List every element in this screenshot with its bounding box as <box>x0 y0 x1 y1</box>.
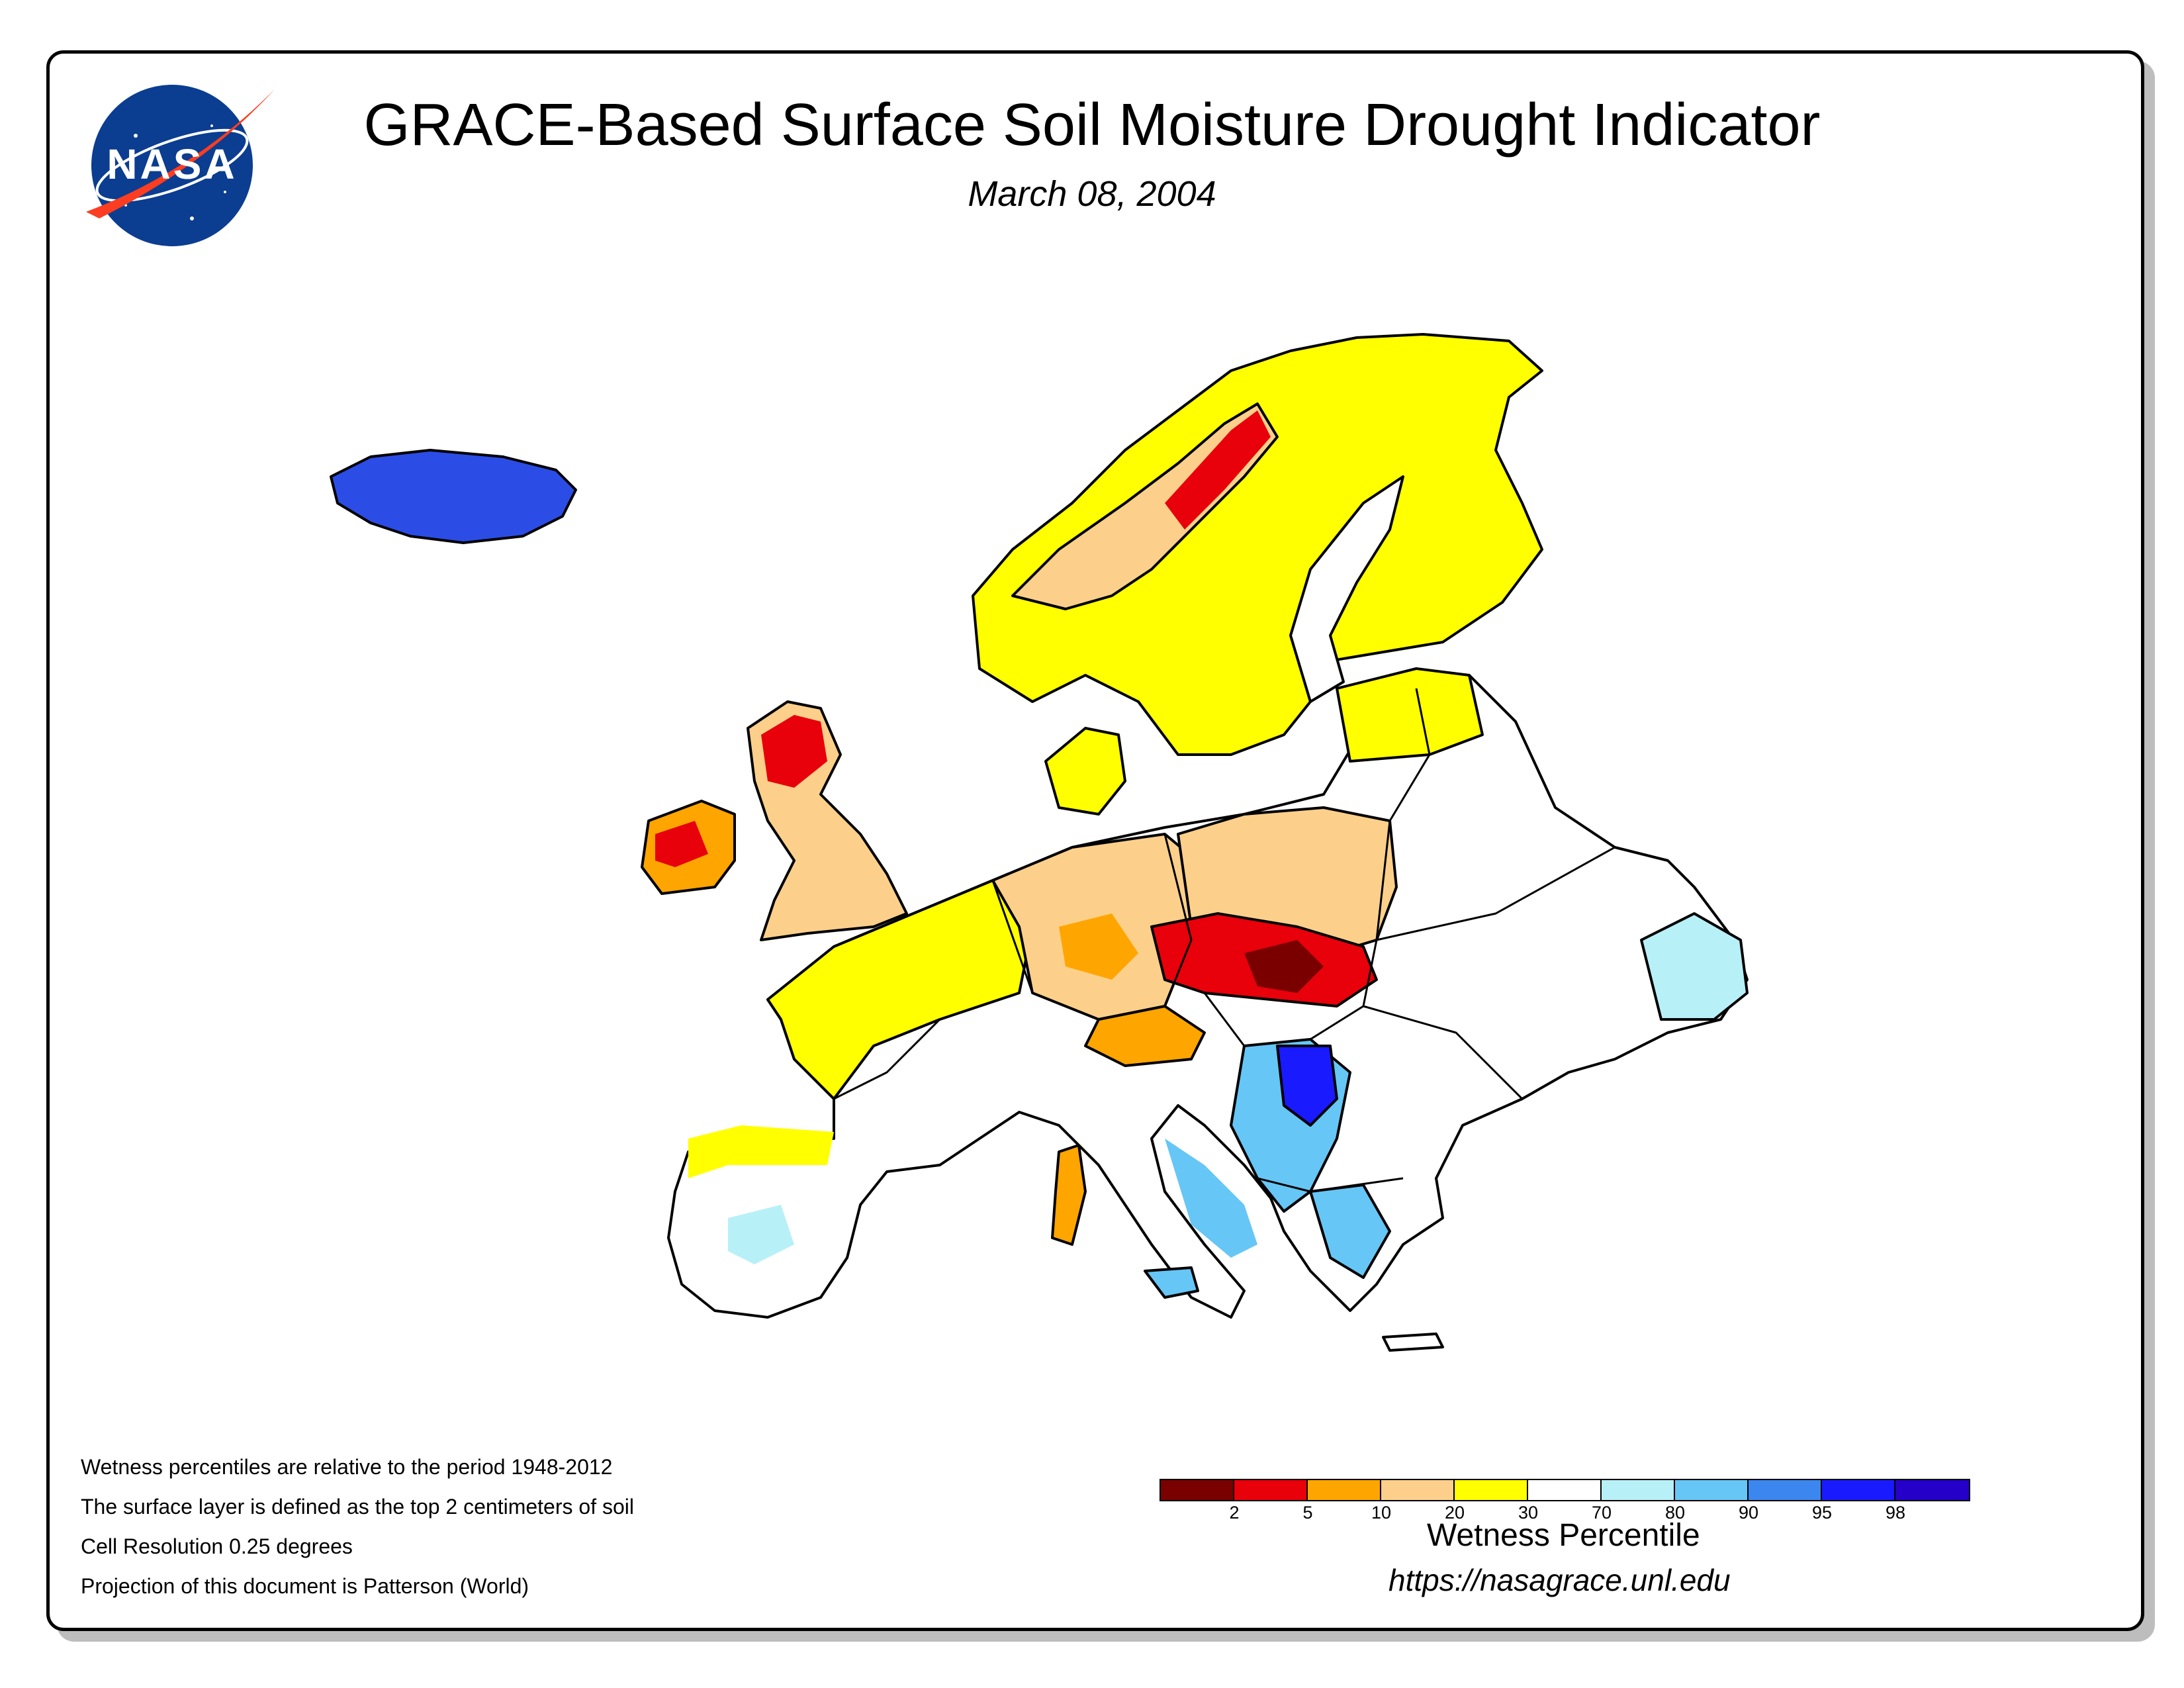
source-url[interactable]: https://nasagrace.unl.edu <box>1388 1563 1731 1597</box>
crete <box>1382 1333 1444 1352</box>
legend-swatch <box>1161 1480 1234 1500</box>
scotland-drought <box>761 715 827 788</box>
legend-swatch <box>1528 1480 1602 1500</box>
legend-tick-label: 10 <box>1371 1503 1392 1523</box>
note-period: Wetness percentiles are relative to the … <box>81 1455 613 1479</box>
legend-tick-label: 90 <box>1738 1503 1759 1523</box>
slovakia-extreme <box>1244 940 1324 993</box>
serbia-extreme-wet <box>1276 1045 1338 1127</box>
note-surface-layer: The surface layer is defined as the top … <box>81 1495 634 1519</box>
nasa-logo-text: NASA <box>107 140 237 188</box>
note-resolution: Cell Resolution 0.25 degrees <box>81 1534 353 1558</box>
legend-tick-label: 70 <box>1591 1503 1612 1523</box>
legend-swatch <box>1895 1480 1969 1500</box>
note-projection: Projection of this document is Patterson… <box>81 1574 529 1598</box>
italy-wet <box>1165 1139 1257 1258</box>
map-title: GRACE-Based Surface Soil Moisture Drough… <box>363 92 1821 158</box>
legend-tick-label: 95 <box>1811 1503 1833 1523</box>
map-date: March 08, 2004 <box>968 174 1216 214</box>
denmark <box>1044 727 1126 816</box>
france-dry <box>766 879 1034 1100</box>
ukraine-wet <box>1640 912 1749 1021</box>
nasa-logo: NASA <box>86 85 275 246</box>
norway-severe-drought <box>1165 410 1271 530</box>
legend-title: Wetness Percentile <box>1427 1518 1700 1553</box>
legend-swatch <box>1675 1480 1749 1500</box>
ireland-severe <box>655 821 708 867</box>
baltics-dry <box>1336 667 1484 763</box>
legend-tick-label: 98 <box>1885 1503 1906 1523</box>
legend-tick-label: 2 <box>1229 1503 1240 1523</box>
scandinavia <box>972 333 1543 756</box>
legend-swatch <box>1822 1480 1895 1500</box>
legend-tick-label: 80 <box>1664 1503 1686 1523</box>
country-borders <box>833 688 1615 1193</box>
baltic-sea <box>1289 475 1404 703</box>
map-frame <box>46 50 2144 1631</box>
iceland <box>330 449 577 544</box>
corsica-sardinia <box>1051 1144 1087 1246</box>
legend-color-bar <box>1160 1479 1970 1501</box>
legend-swatch <box>1749 1480 1822 1500</box>
legend-swatch <box>1602 1480 1675 1500</box>
sicily <box>1144 1266 1199 1299</box>
legend-swatch <box>1234 1480 1308 1500</box>
iberia-wet <box>728 1205 794 1264</box>
legend-swatch <box>1455 1480 1528 1500</box>
legend-swatch <box>1308 1480 1381 1500</box>
legend-tick-label: 20 <box>1444 1503 1465 1523</box>
legend-tick-label: 5 <box>1302 1503 1313 1523</box>
legend-tick-label: 30 <box>1518 1503 1539 1523</box>
legend-swatch <box>1381 1480 1455 1500</box>
iberia-north-dry <box>688 1125 834 1178</box>
germany-severe <box>1059 914 1138 980</box>
